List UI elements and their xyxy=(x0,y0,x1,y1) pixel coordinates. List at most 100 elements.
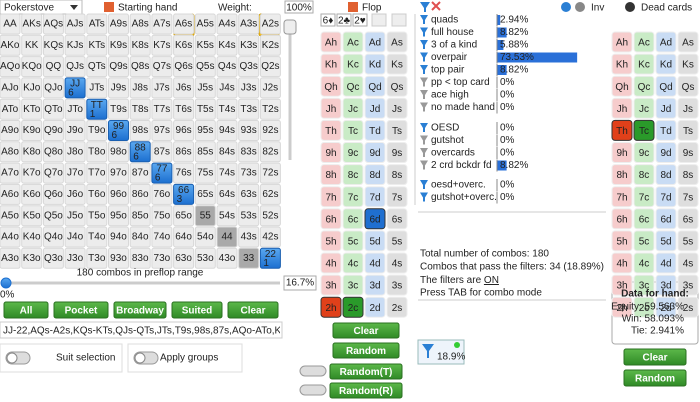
card[interactable] xyxy=(655,208,677,230)
hand-cell[interactable] xyxy=(259,98,281,120)
hand-cell[interactable] xyxy=(194,34,216,56)
hand-cell[interactable] xyxy=(259,183,281,205)
card[interactable] xyxy=(611,97,633,119)
button[interactable] xyxy=(113,301,167,319)
card[interactable] xyxy=(342,53,364,75)
card[interactable] xyxy=(320,119,342,141)
hand-cell[interactable] xyxy=(173,34,195,56)
hand-cell[interactable] xyxy=(194,141,216,163)
card[interactable] xyxy=(320,208,342,230)
hand-cell[interactable] xyxy=(42,226,64,248)
card[interactable] xyxy=(633,274,655,296)
card[interactable] xyxy=(655,186,677,208)
hand-cell[interactable] xyxy=(194,226,216,248)
hand-cell[interactable] xyxy=(108,141,129,163)
hand-cell[interactable] xyxy=(173,77,195,99)
hand-cell[interactable] xyxy=(21,183,43,205)
hand-cell[interactable] xyxy=(238,56,260,78)
hand-cell[interactable] xyxy=(173,56,195,78)
card[interactable] xyxy=(655,230,677,252)
hand-cell[interactable] xyxy=(151,205,173,227)
hand-cell[interactable] xyxy=(129,247,151,269)
hand-cell[interactable] xyxy=(151,141,173,163)
card[interactable] xyxy=(677,186,699,208)
card[interactable] xyxy=(320,274,342,296)
hand-cell[interactable] xyxy=(194,162,216,184)
hand-cell[interactable] xyxy=(42,120,64,141)
card[interactable] xyxy=(342,208,364,230)
hand-cell[interactable] xyxy=(194,98,216,120)
hand-cell[interactable] xyxy=(0,13,21,35)
card[interactable] xyxy=(655,31,677,53)
hand-cell[interactable] xyxy=(86,226,108,248)
card[interactable] xyxy=(677,208,699,230)
hand-cell[interactable] xyxy=(64,56,86,78)
hand-cell[interactable] xyxy=(216,56,238,78)
hand-cell[interactable] xyxy=(194,183,216,205)
card[interactable] xyxy=(364,97,386,119)
card[interactable] xyxy=(364,119,386,141)
hand-cell[interactable] xyxy=(194,120,216,141)
card[interactable] xyxy=(386,230,408,252)
card[interactable] xyxy=(386,186,408,208)
hand-cell[interactable] xyxy=(238,120,260,141)
card[interactable] xyxy=(611,119,633,141)
card[interactable] xyxy=(342,119,364,141)
hand-cell[interactable] xyxy=(0,247,21,269)
card[interactable] xyxy=(342,230,364,252)
h-slider-thumb[interactable] xyxy=(0,277,12,289)
hand-cell[interactable] xyxy=(238,34,260,56)
button[interactable] xyxy=(329,382,403,399)
hand-cell[interactable] xyxy=(21,77,43,99)
card[interactable] xyxy=(364,31,386,53)
card[interactable] xyxy=(611,75,633,97)
hand-cell[interactable] xyxy=(173,226,195,248)
hand-cell[interactable] xyxy=(173,183,195,205)
hand-cell[interactable] xyxy=(64,226,86,248)
hand-cell[interactable] xyxy=(151,56,173,78)
hand-cell[interactable] xyxy=(173,120,195,141)
filter-toggle[interactable] xyxy=(420,40,428,49)
card[interactable] xyxy=(386,164,408,186)
hand-cell[interactable] xyxy=(64,13,86,35)
filter-toggle[interactable] xyxy=(420,192,428,202)
hand-cell[interactable] xyxy=(194,13,216,35)
card[interactable] xyxy=(655,97,677,119)
card[interactable] xyxy=(320,230,342,252)
card[interactable] xyxy=(364,186,386,208)
hand-cell[interactable] xyxy=(64,77,86,99)
hand-cell[interactable] xyxy=(238,226,260,248)
filter-toggle[interactable] xyxy=(420,65,428,74)
card[interactable] xyxy=(364,252,386,274)
hand-cell[interactable] xyxy=(173,205,195,227)
hand-cell[interactable] xyxy=(0,226,21,248)
hand-cell[interactable] xyxy=(216,98,238,120)
hand-cell[interactable] xyxy=(259,56,281,78)
hand-cell[interactable] xyxy=(129,162,151,184)
card[interactable] xyxy=(342,97,364,119)
hand-cell[interactable] xyxy=(129,56,151,78)
hand-cell[interactable] xyxy=(86,120,108,141)
card[interactable] xyxy=(342,31,364,53)
button[interactable] xyxy=(53,301,109,319)
hand-cell[interactable] xyxy=(64,34,86,56)
hand-cell[interactable] xyxy=(86,77,108,99)
hand-cell[interactable] xyxy=(21,141,43,163)
hand-cell[interactable] xyxy=(129,120,151,141)
inv-icon[interactable] xyxy=(561,2,571,12)
hand-cell[interactable] xyxy=(129,183,151,205)
hand-cell[interactable] xyxy=(86,141,108,163)
hand-cell[interactable] xyxy=(21,205,43,227)
hand-cell[interactable] xyxy=(216,247,238,269)
card[interactable] xyxy=(633,75,655,97)
card[interactable] xyxy=(364,296,386,318)
filter-toggle[interactable] xyxy=(420,135,428,145)
card[interactable] xyxy=(655,142,677,163)
hand-cell[interactable] xyxy=(42,77,64,99)
hand-cell[interactable] xyxy=(194,205,216,227)
hand-cell[interactable] xyxy=(173,98,195,120)
hand-cell[interactable] xyxy=(259,120,281,141)
hand-cell[interactable] xyxy=(194,56,216,78)
hand-cell[interactable] xyxy=(64,120,86,141)
card[interactable] xyxy=(677,296,699,318)
